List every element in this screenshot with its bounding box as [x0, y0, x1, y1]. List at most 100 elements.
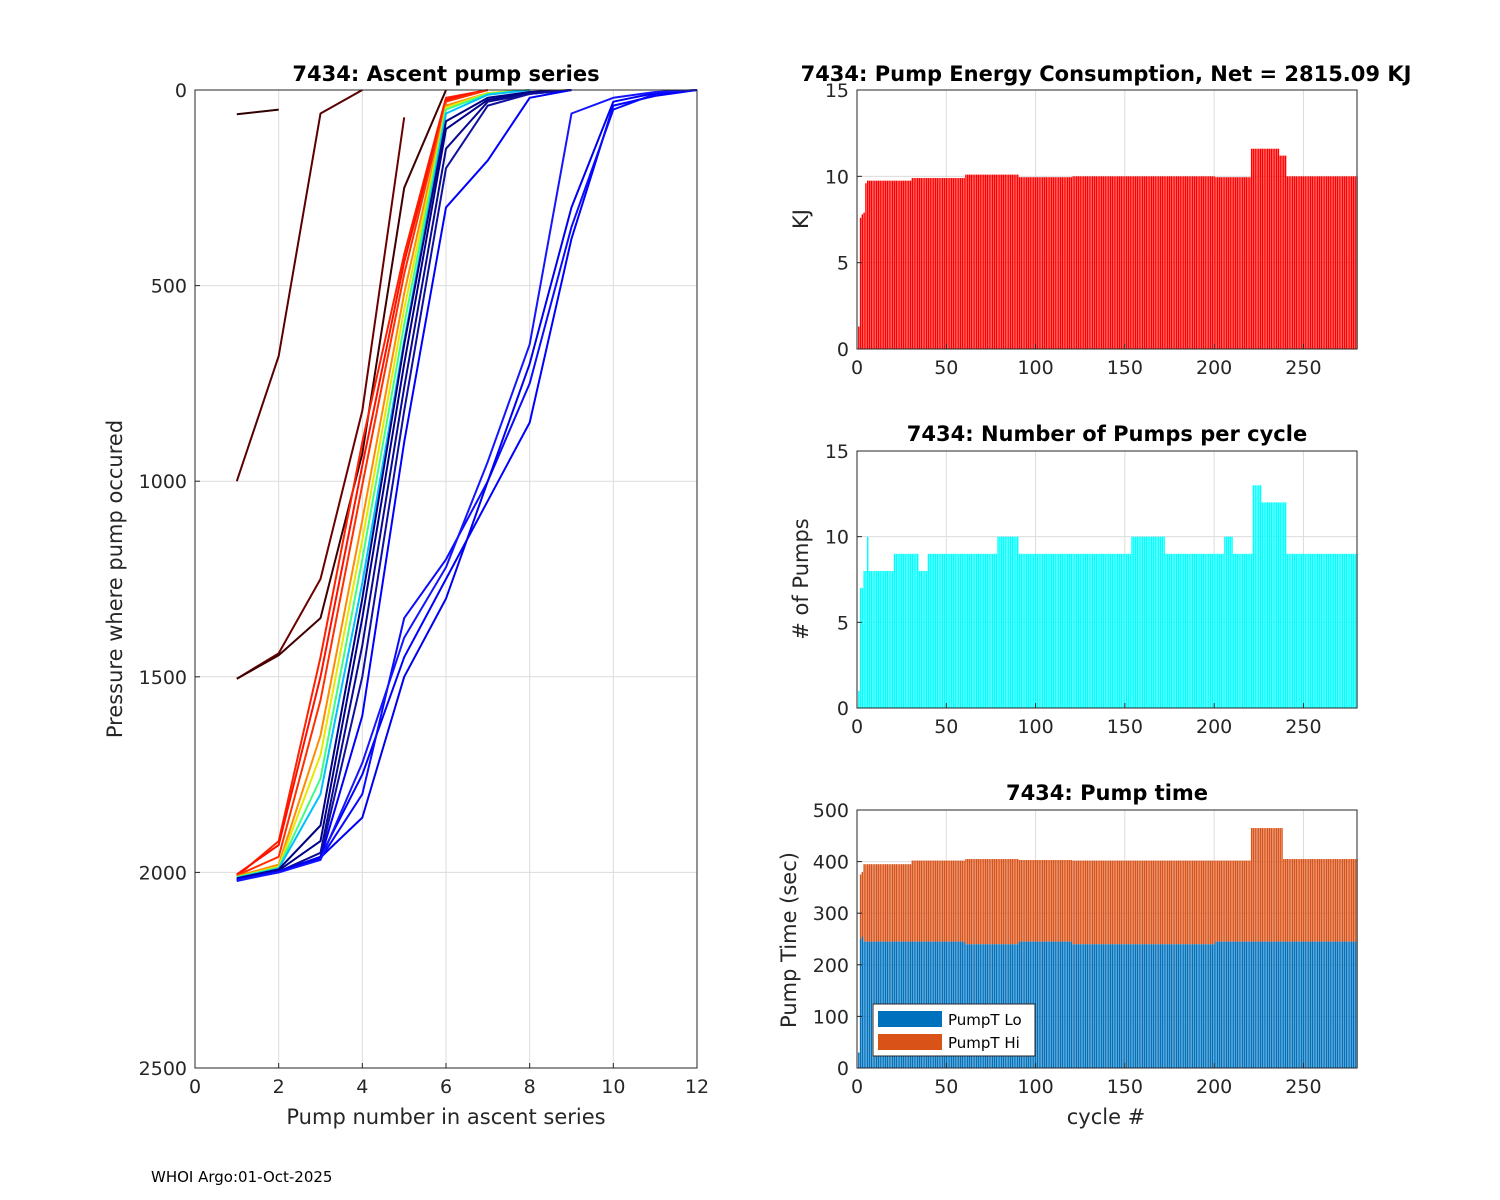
bar-cycle-59 [961, 178, 964, 349]
bar-hi-cycle-145 [1115, 860, 1117, 945]
bar-cycle-51 [947, 553, 949, 708]
bar-cycle-27 [904, 553, 906, 708]
bar-cycle-236 [1277, 502, 1280, 708]
bar-cycle-92 [1020, 553, 1022, 708]
bar-hi-cycle-171 [1161, 860, 1164, 945]
bar-cycle-200 [1213, 553, 1215, 708]
bar-lo-cycle-136 [1099, 944, 1101, 1068]
bar-lo-cycle-129 [1086, 944, 1089, 1068]
bar-lo-cycle-152 [1127, 944, 1130, 1068]
bar-cycle-279 [1354, 176, 1356, 349]
bar-hi-cycle-6 [867, 864, 869, 942]
bar-cycle-78 [995, 553, 997, 708]
bar-cycle-279 [1354, 553, 1356, 708]
bar-lo-cycle-233 [1272, 941, 1274, 1068]
bar-cycle-204 [1220, 553, 1222, 708]
bar-lo-cycle-237 [1279, 941, 1281, 1068]
bar-hi-cycle-82 [1002, 859, 1005, 945]
bar-cycle-153 [1129, 176, 1131, 349]
bar-cycle-80 [999, 536, 1001, 708]
bar-cycle-216 [1242, 177, 1244, 349]
bar-cycle-66 [974, 553, 976, 708]
ytick-label: 15 [825, 80, 849, 102]
bar-cycle-87 [1011, 536, 1014, 708]
bar-hi-cycle-243 [1290, 859, 1292, 942]
series-line-early-3 [236, 89, 447, 680]
bar-lo-cycle-154 [1131, 944, 1133, 1068]
bar-cycle-7 [868, 180, 871, 349]
bar-cycle-10 [874, 570, 876, 708]
bar-cycle-47 [940, 178, 942, 349]
bar-hi-cycle-237 [1279, 828, 1281, 942]
bar-cycle-134 [1095, 176, 1097, 349]
bar-hi-cycle-172 [1163, 860, 1165, 945]
ytick-label: 500 [151, 276, 187, 298]
bar-hi-cycle-104 [1042, 860, 1044, 942]
bar-cycle-122 [1074, 553, 1076, 708]
bar-cycle-195 [1204, 176, 1206, 349]
bar-cycle-84 [1006, 536, 1008, 708]
bar-cycle-50 [945, 553, 947, 708]
bar-hi-cycle-111 [1054, 860, 1056, 942]
bar-hi-cycle-10 [874, 864, 876, 942]
bar-cycle-70 [981, 174, 983, 349]
bar-cycle-220 [1249, 177, 1251, 349]
bar-cycle-201 [1215, 177, 1217, 349]
bar-hi-cycle-152 [1127, 860, 1130, 945]
bar-cycle-167 [1154, 536, 1156, 708]
bar-hi-cycle-206 [1224, 860, 1226, 942]
bar-cycle-203 [1218, 177, 1221, 349]
bar-cycle-118 [1067, 553, 1069, 708]
bar-hi-cycle-23 [897, 864, 899, 942]
bar-hi-cycle-184 [1184, 860, 1187, 945]
bar-hi-cycle-275 [1347, 859, 1349, 942]
bar-hi-cycle-63 [968, 859, 971, 945]
bar-lo-cycle-205 [1222, 941, 1224, 1068]
bar-cycle-62 [967, 174, 969, 349]
bar-cycle-177 [1172, 553, 1174, 708]
bar-cycle-69 [979, 174, 981, 349]
bar-hi-cycle-157 [1136, 860, 1139, 945]
bar-cycle-109 [1050, 553, 1053, 708]
bar-lo-cycle-104 [1042, 941, 1044, 1068]
ascent-xlabel: Pump number in ascent series [286, 1105, 605, 1129]
bar-cycle-240 [1284, 502, 1287, 708]
bar-hi-cycle-34 [917, 860, 919, 942]
bar-cycle-262 [1324, 553, 1326, 708]
bar-hi-cycle-67 [975, 859, 978, 945]
bar-lo-cycle-155 [1133, 944, 1135, 1068]
bar-cycle-252 [1306, 553, 1308, 708]
bar-cycle-192 [1199, 176, 1201, 349]
bar-cycle-86 [1009, 174, 1012, 349]
bar-cycle-193 [1200, 176, 1203, 349]
bar-hi-cycle-185 [1186, 860, 1189, 945]
bar-cycle-31 [911, 553, 914, 708]
bar-hi-cycle-236 [1277, 828, 1280, 942]
bar-hi-cycle-89 [1015, 859, 1017, 945]
bar-lo-cycle-212 [1234, 941, 1237, 1068]
bar-hi-cycle-73 [986, 859, 989, 945]
bar-cycle-165 [1150, 176, 1153, 349]
pumptime-ticks: 0 50 100 150 200 250 0 100 200 300 400 500 [813, 800, 1322, 1098]
xtick-label: 8 [524, 1076, 536, 1098]
bar-cycle-201 [1215, 553, 1217, 708]
bar-cycle-243 [1290, 553, 1292, 708]
bar-cycle-236 [1277, 148, 1280, 349]
bar-lo-cycle-209 [1229, 941, 1231, 1068]
bar-cycle-24 [899, 180, 901, 349]
bar-cycle-133 [1093, 176, 1096, 349]
bar-cycle-131 [1090, 176, 1092, 349]
bar-cycle-16 [884, 570, 887, 708]
bar-hi-cycle-158 [1138, 860, 1140, 945]
pumptime-xlabel: cycle # [1067, 1105, 1146, 1129]
series-line-green-1 [236, 89, 530, 879]
bar-cycle-17 [886, 570, 889, 708]
bar-cycle-91 [1018, 553, 1021, 708]
bar-lo-cycle-101 [1036, 941, 1039, 1068]
bar-hi-cycle-114 [1059, 860, 1062, 942]
bar-cycle-157 [1136, 176, 1139, 349]
bar-lo-cycle-120 [1070, 941, 1072, 1068]
bar-cycle-143 [1111, 553, 1114, 708]
bar-lo-cycle-158 [1138, 944, 1140, 1068]
bar-hi-cycle-117 [1065, 860, 1067, 942]
